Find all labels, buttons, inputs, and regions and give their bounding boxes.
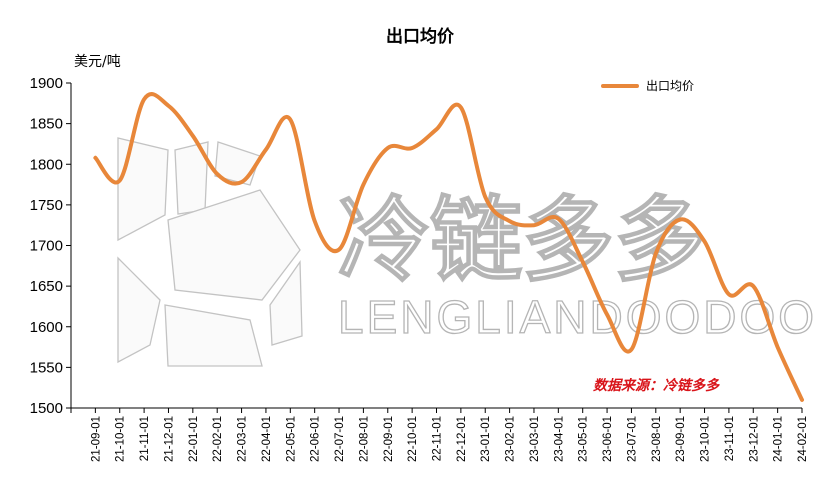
- x-tick-label: 22-11-01: [432, 416, 444, 461]
- watermark-cjk-text: 冷链多多: [338, 187, 706, 294]
- x-tick-label: 23-09-01: [675, 416, 687, 462]
- y-tick-label: 1500: [30, 400, 63, 417]
- legend: 出口均价: [601, 79, 694, 93]
- x-axis: 21-09-01 21-10-01 21-11-01 21-12-01 22-01-01…: [70, 408, 809, 462]
- x-tick-label: 23-11-01: [724, 416, 736, 461]
- x-tick-label: 22-09-01: [383, 416, 395, 462]
- x-tick-label: 22-07-01: [334, 416, 346, 462]
- y-tick-label: 1650: [30, 278, 63, 295]
- x-tick-label: 21-11-01: [139, 416, 151, 461]
- x-tick-label: 21-12-01: [163, 416, 175, 462]
- x-tick-label: 23-08-01: [651, 416, 663, 462]
- x-tick-label: 24-02-01: [797, 416, 809, 462]
- y-tick-label: 1700: [30, 238, 63, 255]
- y-tick-label: 1750: [30, 197, 63, 214]
- x-tick-label: 23-04-01: [553, 416, 565, 462]
- x-tick-label: 23-07-01: [626, 416, 638, 462]
- y-axis: 1500 1550 1600 1650 1700 1750 1800 1850 1900: [30, 75, 71, 417]
- chart-title: 出口均价: [386, 26, 455, 47]
- y-tick-label: 1800: [30, 156, 63, 173]
- x-tick-label: 23-06-01: [602, 416, 614, 462]
- x-tick-label: 22-02-01: [212, 416, 224, 462]
- x-tick-label: 22-04-01: [261, 416, 273, 462]
- x-tick-label: 23-05-01: [578, 416, 590, 462]
- series-line: [93, 92, 804, 402]
- x-tick-label: 23-01-01: [480, 416, 492, 462]
- source-note: 数据来源：冷链多多: [593, 377, 720, 394]
- x-tick-label: 23-10-01: [700, 416, 712, 462]
- legend-label: 出口均价: [646, 79, 694, 93]
- x-tick-label: 22-03-01: [237, 416, 249, 462]
- watermark-latin-text: LENGLIANDOODOO: [338, 291, 817, 343]
- y-tick-label: 1600: [30, 319, 63, 336]
- x-tick-label: 23-12-01: [748, 416, 760, 462]
- watermark: 冷链多多 LENGLIANDOODOO: [117, 137, 817, 367]
- x-tick-label: 22-08-01: [358, 416, 370, 462]
- x-tick-label: 24-01-01: [773, 416, 785, 462]
- x-tick-label: 23-03-01: [529, 416, 541, 462]
- x-tick-label: 22-06-01: [310, 416, 322, 462]
- y-tick-label: 1850: [30, 116, 63, 133]
- x-tick-label: 21-10-01: [115, 416, 127, 462]
- watermark-logo-icon: [117, 137, 303, 367]
- x-tick-label: 22-01-01: [188, 416, 200, 462]
- y-tick-label: 1550: [30, 359, 63, 376]
- x-tick-label: 22-10-01: [407, 416, 419, 462]
- y-tick-label: 1900: [30, 75, 63, 92]
- y-axis-unit: 美元/吨: [74, 54, 121, 70]
- x-tick-label: 21-09-01: [90, 416, 102, 462]
- x-tick-label: 22-05-01: [285, 416, 297, 462]
- x-tick-label: 22-12-01: [456, 416, 468, 462]
- x-tick-label: 23-02-01: [505, 416, 517, 462]
